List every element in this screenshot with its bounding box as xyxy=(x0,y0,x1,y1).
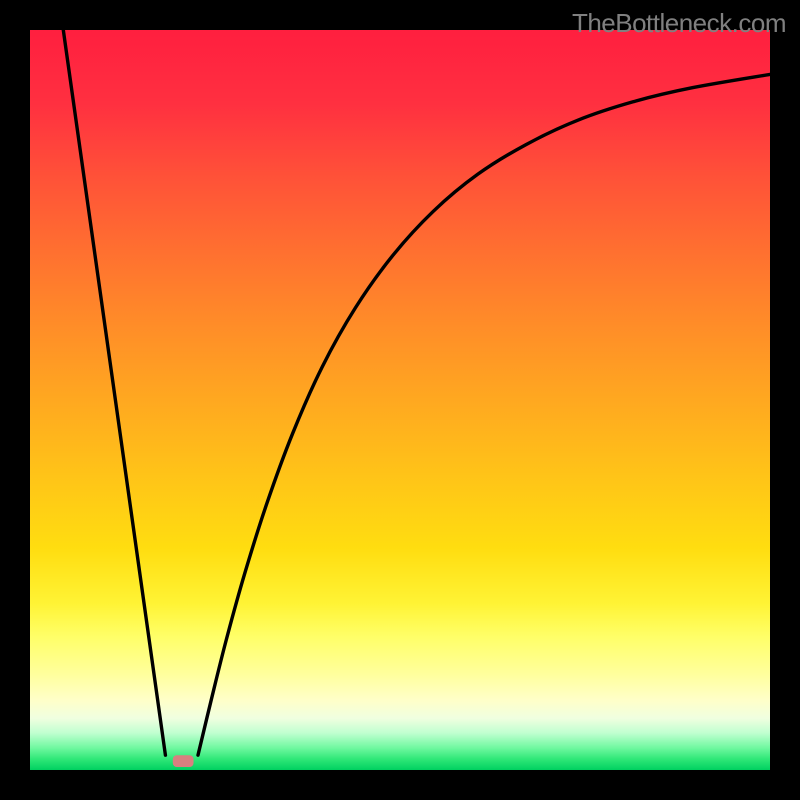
optimum-marker xyxy=(173,755,194,767)
chart-svg xyxy=(0,0,800,800)
chart-background xyxy=(30,30,770,770)
bottleneck-chart: TheBottleneck.com xyxy=(0,0,800,800)
watermark-text: TheBottleneck.com xyxy=(572,8,786,39)
